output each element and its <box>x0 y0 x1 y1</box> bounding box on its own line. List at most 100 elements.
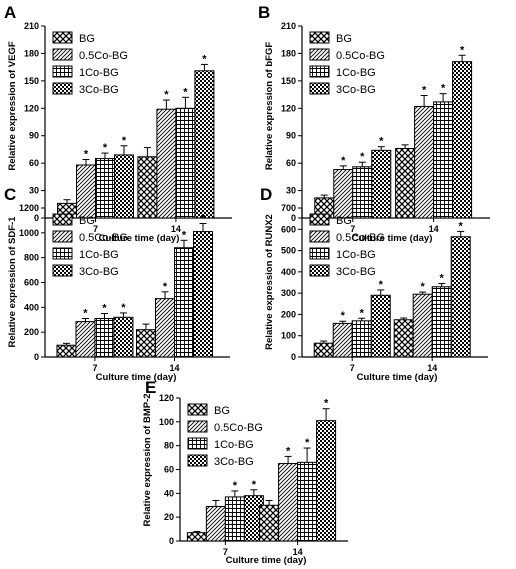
y-axis-title: Relative expression of VEGF <box>7 41 18 171</box>
bar <box>186 532 207 542</box>
bar <box>278 463 299 542</box>
bar <box>113 154 134 219</box>
significance-mark: * <box>121 302 126 314</box>
legend-label: 1Co-BG <box>79 249 119 261</box>
x-tick-label: 7 <box>350 363 355 373</box>
significance-mark: * <box>201 213 206 225</box>
x-tick-label: 7 <box>92 363 97 373</box>
legend-swatch <box>187 420 208 433</box>
bar <box>194 70 215 219</box>
y-tick-label: 210 <box>24 21 39 31</box>
y-axis-title: Relative expression of RUNX2 <box>264 214 275 350</box>
legend-label: 0.5Co-BG <box>79 232 128 244</box>
y-tick-label: 600 <box>281 224 296 234</box>
x-axis-title: Culture time (day) <box>226 555 307 566</box>
y-tick-label: 210 <box>281 21 296 31</box>
significance-mark: * <box>360 307 365 319</box>
legend-label: 0.5Co-BG <box>214 422 263 434</box>
legend-swatch <box>52 247 73 260</box>
significance-mark: * <box>305 437 310 449</box>
bar <box>393 319 414 358</box>
bar <box>332 322 353 358</box>
x-axis-title: Culture time (day) <box>357 372 438 383</box>
significance-mark: * <box>252 479 257 491</box>
significance-mark: * <box>103 142 108 154</box>
bar <box>371 149 392 219</box>
bar <box>259 504 280 542</box>
x-axis-title: Culture time (day) <box>96 372 177 383</box>
panel-letter: B <box>258 3 270 22</box>
y-tick-label: 400 <box>24 302 39 312</box>
x-tick-label: 14 <box>293 547 303 557</box>
y-tick-label: 150 <box>281 76 296 86</box>
legend-swatch <box>52 48 73 61</box>
bar <box>156 108 177 219</box>
legend-label: BG <box>214 405 230 417</box>
y-axis-title: Relative expression of BMP-2 <box>142 393 153 526</box>
significance-mark: * <box>163 281 168 293</box>
y-tick-label: 0 <box>291 352 296 362</box>
x-tick-label: 14 <box>429 224 439 234</box>
significance-mark: * <box>102 303 107 315</box>
significance-mark: * <box>379 279 384 291</box>
legend-swatch <box>309 82 330 95</box>
legend-label: BG <box>336 215 352 227</box>
x-tick-label: 14 <box>171 224 181 234</box>
legend-label: BG <box>336 33 352 45</box>
x-tick-label: 7 <box>93 224 98 234</box>
significance-mark: * <box>421 281 426 293</box>
y-tick-label: 0 <box>34 352 39 362</box>
legend-swatch <box>187 437 208 450</box>
significance-mark: * <box>441 83 446 95</box>
bar <box>297 461 318 542</box>
bar <box>370 294 391 358</box>
plot-area: 0 100 200 300 400 500 600 700 * * * 7 * * * 14 BG 0.5Co-B… <box>281 203 488 373</box>
panel-letter: D <box>260 185 272 204</box>
legend-label: BG <box>79 33 95 45</box>
y-tick-label: 150 <box>24 76 39 86</box>
bar <box>205 505 226 542</box>
y-tick-label: 30 <box>29 186 39 196</box>
legend-label: 3Co-BG <box>336 266 376 278</box>
y-tick-label: 1200 <box>19 203 39 213</box>
panel-letter: E <box>145 378 156 397</box>
y-axis-title: Relative expression of bFGF <box>264 42 275 170</box>
significance-mark: * <box>460 44 465 56</box>
y-axis-title: Relative expression of SDF-1 <box>7 216 18 348</box>
significance-mark: * <box>422 84 427 96</box>
y-tick-label: 40 <box>164 488 174 498</box>
significance-mark: * <box>324 398 329 410</box>
bar <box>193 231 213 358</box>
bar <box>224 496 245 542</box>
significance-mark: * <box>122 135 127 147</box>
legend-swatch <box>309 31 330 44</box>
legend-swatch <box>309 65 330 78</box>
legend-swatch <box>187 454 208 467</box>
y-tick-label: 90 <box>29 131 39 141</box>
bar <box>414 105 435 219</box>
significance-mark: * <box>341 155 346 167</box>
legend-label: 1Co-BG <box>79 67 119 79</box>
legend-swatch <box>52 31 73 44</box>
bar <box>75 164 96 219</box>
bar <box>174 247 194 358</box>
legend-swatch <box>309 48 330 61</box>
bar <box>333 169 354 219</box>
legend-swatch <box>52 65 73 78</box>
bar <box>136 329 156 358</box>
bar <box>352 166 373 219</box>
significance-mark: * <box>360 151 365 163</box>
significance-mark: * <box>459 220 464 232</box>
y-tick-label: 180 <box>281 48 296 58</box>
bar <box>431 286 452 358</box>
y-tick-label: 120 <box>159 393 174 403</box>
legend-label: 0.5Co-BG <box>336 232 385 244</box>
legend-label: 1Co-BG <box>336 249 376 261</box>
panel-e: E 0 20 40 60 80 100 120 * * 7 * * * 14 BG 0.5Co-BG 1Co-B… <box>142 378 348 566</box>
significance-mark: * <box>83 308 88 320</box>
bar <box>94 158 115 219</box>
legend-swatch <box>309 247 330 260</box>
